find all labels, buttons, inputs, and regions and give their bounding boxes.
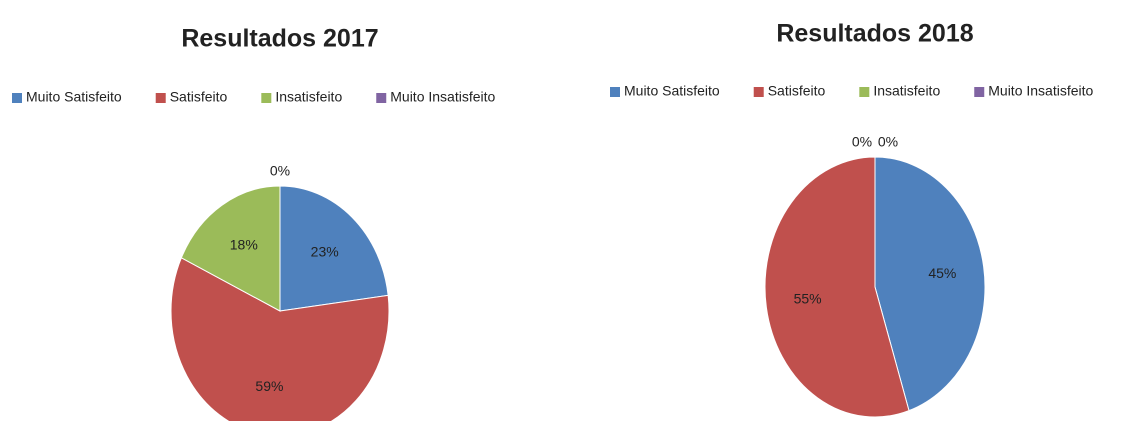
data-label: 55% [794,290,822,306]
data-label: 23% [311,244,339,260]
chart-title: Resultados 2017 [181,25,378,53]
chart-title: Resultados 2018 [776,20,973,48]
legend-label: Satisfeito [170,89,228,105]
data-label: 0% [878,134,898,150]
pie-slice [180,185,281,312]
legend-label: Insatisfeito [873,83,940,99]
legend-swatch [859,87,870,97]
legend-swatch [12,93,22,103]
legend-swatch [610,87,620,97]
pie-slice [170,257,390,421]
data-label: 0% [852,134,872,150]
legend-label: Insatisfeito [275,89,342,105]
pie-slice [279,185,389,312]
legend-label: Satisfeito [768,83,826,99]
legend-swatch [974,87,985,97]
data-label: 0% [270,163,290,179]
legend-label: Muito Insatisfeito [988,83,1093,99]
data-label: 45% [928,265,956,281]
legend-label: Muito Satisfeito [624,83,720,99]
legend-swatch [753,87,764,97]
legend-swatch [376,93,387,103]
data-label: 59% [255,378,283,394]
data-label: 18% [230,236,258,252]
legend-label: Muito Satisfeito [26,89,122,105]
pie-slice [874,156,986,412]
legend-swatch [155,93,166,103]
legend-swatch [261,93,272,103]
legend-label: Muito Insatisfeito [390,89,495,105]
pie-slice [764,156,910,418]
